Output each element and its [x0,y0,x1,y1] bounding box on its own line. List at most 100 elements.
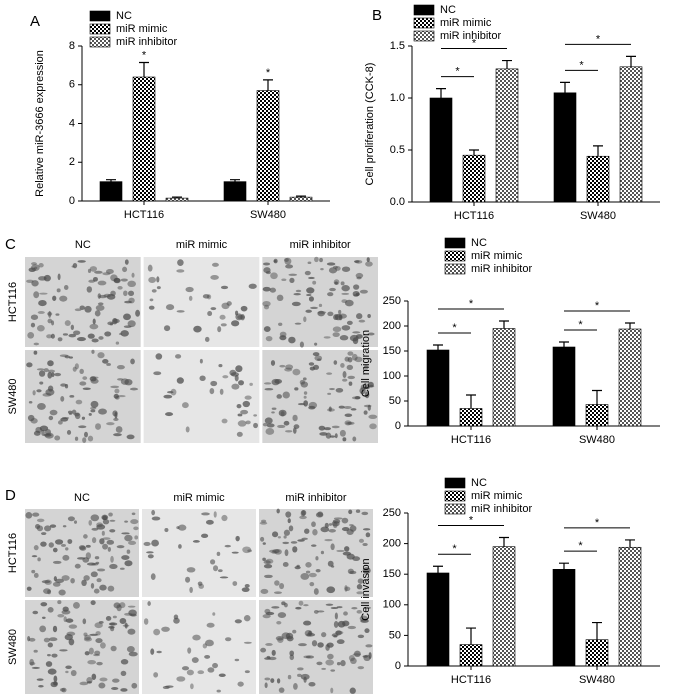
cell [347,357,353,363]
cell [348,655,355,662]
cell [303,604,309,607]
cell [248,283,257,289]
cell [33,545,39,551]
cell [197,581,203,586]
cell [225,637,232,642]
y-tick-label: 200 [383,538,401,550]
cell [297,673,302,677]
cell [325,659,334,666]
cell [35,523,41,529]
cell [325,644,330,651]
cell [334,433,338,439]
bar [495,68,519,203]
cell [106,539,115,545]
cell [202,643,208,649]
cell [253,414,258,417]
cell [242,546,252,554]
cell [31,555,38,558]
bar [165,197,189,202]
cell [65,670,69,674]
legend-label: miR inhibitor [116,36,177,48]
cell [53,675,58,683]
micrograph [259,600,373,694]
cell [317,511,324,517]
significance: * [266,67,271,79]
cell [365,644,373,648]
cell [356,313,363,320]
cell [299,341,304,348]
cell [241,587,250,593]
cell [279,331,287,338]
x-tick-label: SW480 [579,674,615,686]
cell [352,556,361,562]
cell [26,586,32,591]
cell [263,262,271,266]
cell [43,433,52,437]
cell [294,322,302,325]
cell [336,549,345,553]
row-label: SW480 [7,378,19,414]
y-tick-label: 250 [383,295,401,307]
cell [236,403,242,409]
bar [289,196,313,202]
cell [302,377,307,381]
cell [332,326,342,333]
cell [292,629,297,634]
cell [338,309,342,315]
cell [279,364,286,368]
cell [27,635,31,642]
cell [59,354,69,358]
cell [81,579,87,587]
cell [297,667,304,671]
cell [60,383,67,387]
cell [346,320,353,325]
cell [279,582,285,590]
cell [153,371,162,376]
cell [210,380,218,387]
cell [41,580,51,584]
cell [52,560,62,564]
cell [86,677,93,684]
cell [335,387,344,393]
cell [283,529,291,536]
cell [210,307,217,311]
cell [270,272,278,280]
bar [132,76,156,202]
cell [240,409,249,415]
cell [123,313,131,321]
cell [62,554,70,561]
cell [102,537,111,540]
cell [50,333,55,339]
cell [362,542,368,547]
cell [37,311,45,314]
cell [47,642,53,648]
cell [51,653,58,658]
cell [277,612,287,618]
cell [308,572,317,578]
cell [119,617,127,624]
cell [120,330,129,337]
cell [150,573,156,581]
significance: * [469,298,474,310]
cell [328,406,332,412]
cell [271,551,278,554]
cell [330,669,336,672]
micrograph [142,600,256,694]
legend-label: NC [471,477,487,489]
cell [224,544,231,548]
cell [344,413,353,417]
cell [123,290,128,297]
cell [285,364,294,370]
cell [298,643,307,647]
cell [143,541,151,547]
cell [99,677,108,682]
x-tick-label: HCT116 [451,674,491,686]
cell [212,612,216,616]
column-label: miR mimic [173,492,225,504]
cell [329,287,336,292]
cell [90,571,98,578]
cell [286,635,294,642]
cell [231,383,240,390]
cell [74,363,79,370]
cell [48,415,54,421]
